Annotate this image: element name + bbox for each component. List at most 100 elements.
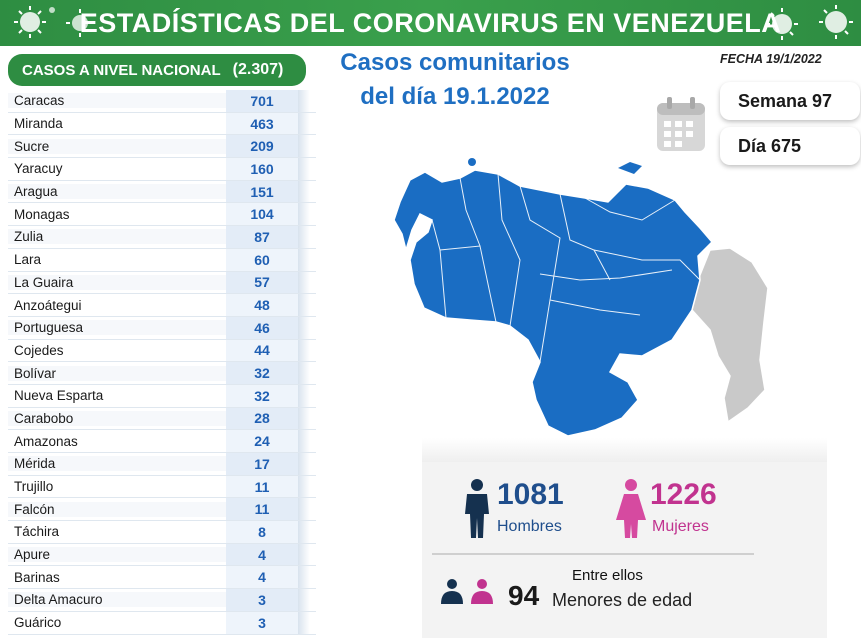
table-row: Amazonas 24 [8, 430, 316, 453]
virus-icon [8, 2, 58, 44]
state-name: Miranda [8, 116, 226, 132]
state-name: Portuguesa [8, 320, 226, 336]
state-table: Caracas 701 Miranda 463 Sucre 209 Yaracuy 160 Ar… [8, 90, 316, 635]
state-cases: 3 [226, 611, 298, 634]
header-banner: ESTADÍSTICAS DEL CORONAVIRUS EN VENEZUEL… [0, 0, 861, 46]
virus-icon [760, 4, 804, 44]
table-row: Cojedes 44 [8, 339, 316, 363]
state-cases: 4 [226, 543, 298, 566]
table-edge-shadow [298, 90, 310, 635]
state-name: Apure [8, 547, 226, 563]
state-name: Falcón [8, 501, 226, 517]
table-row: Nueva Esparta 32 [8, 384, 316, 408]
state-name: Trujillo [8, 479, 226, 495]
state-cases: 3 [226, 589, 298, 611]
table-row: Anzoátegui 48 [8, 294, 316, 317]
minors-count: 94 [508, 580, 540, 611]
state-cases: 32 [226, 384, 298, 407]
state-cases: 4 [226, 566, 298, 589]
table-row: Monagas 104 [8, 203, 316, 227]
state-name: Yaracuy [8, 161, 226, 177]
table-row: Portuguesa 46 [8, 316, 316, 340]
men-count: 1081 [497, 478, 564, 511]
stats-panel [422, 438, 827, 638]
state-name: Bolívar [8, 365, 226, 381]
table-row: Delta Amacuro 3 [8, 589, 316, 612]
state-name: Mérida [8, 456, 226, 472]
table-row: Trujillo 11 [8, 475, 316, 499]
state-name: Nueva Esparta [8, 388, 226, 404]
table-row: Bolívar 32 [8, 362, 316, 385]
day-badge: Día 675 [720, 127, 860, 165]
state-cases: 87 [226, 226, 298, 248]
date-label: FECHA 19/1/2022 [720, 52, 822, 66]
woman-icon [614, 478, 648, 545]
state-cases: 463 [226, 112, 298, 135]
stats-panel-top [422, 438, 827, 462]
state-cases: 24 [226, 430, 298, 452]
calendar-icon [655, 95, 707, 158]
minors-intro: Entre ellos [572, 567, 643, 584]
state-cases: 209 [226, 135, 298, 158]
state-cases: 160 [226, 158, 298, 180]
table-row: Yaracuy 160 [8, 158, 316, 181]
state-cases: 8 [226, 521, 298, 543]
table-row: Táchira 8 [8, 521, 316, 544]
week-badge: Semana 97 [720, 82, 860, 120]
state-cases: 104 [226, 203, 298, 226]
table-row: Caracas 701 [8, 90, 316, 113]
table-row: Lara 60 [8, 248, 316, 272]
women-count: 1226 [650, 478, 717, 511]
table-row: Zulia 87 [8, 226, 316, 249]
people-icon [438, 578, 498, 611]
state-name: Carabobo [8, 410, 226, 426]
table-row: Apure 4 [8, 543, 316, 567]
state-name: Anzoátegui [8, 297, 226, 313]
state-name: Caracas [8, 93, 226, 109]
state-cases: 32 [226, 362, 298, 384]
state-cases: 57 [226, 271, 298, 294]
state-name: Guárico [8, 615, 226, 631]
minors-label: Menores de edad [552, 590, 693, 610]
man-icon [461, 478, 493, 545]
state-name: La Guaira [8, 274, 226, 290]
men-label: Hombres [497, 518, 562, 535]
state-name: Táchira [8, 524, 226, 540]
state-cases: 701 [226, 90, 298, 112]
venezuela-map [380, 150, 780, 445]
stats-divider [432, 553, 754, 555]
subtitle: Casos comunitarios del día 19.1.2022 [330, 46, 580, 114]
page-title: ESTADÍSTICAS DEL CORONAVIRUS EN VENEZUEL… [79, 7, 782, 38]
state-cases: 48 [226, 294, 298, 316]
state-cases: 44 [226, 339, 298, 362]
state-cases: 11 [226, 475, 298, 498]
state-name: Barinas [8, 569, 226, 585]
table-row: Mérida 17 [8, 453, 316, 476]
state-name: Amazonas [8, 433, 226, 449]
table-row: La Guaira 57 [8, 271, 316, 295]
table-row: Sucre 209 [8, 135, 316, 159]
table-total: (2.307) [232, 61, 284, 78]
state-cases: 60 [226, 248, 298, 271]
state-cases: 17 [226, 453, 298, 475]
state-name: Cojedes [8, 342, 226, 358]
state-name: Zulia [8, 229, 226, 245]
state-name: Delta Amacuro [8, 592, 226, 608]
virus-icon [812, 0, 858, 44]
state-cases: 151 [226, 180, 298, 203]
state-name: Aragua [8, 184, 226, 200]
state-name: Sucre [8, 138, 226, 154]
subtitle-line2: del día 19.1.2022 [360, 83, 550, 110]
virus-icon [62, 6, 98, 40]
state-cases: 46 [226, 316, 298, 339]
women-label: Mujeres [652, 518, 709, 535]
state-cases: 11 [226, 498, 298, 521]
table-row: Aragua 151 [8, 180, 316, 204]
state-cases: 28 [226, 407, 298, 430]
state-name: Monagas [8, 206, 226, 222]
subtitle-line1: Casos comunitarios [340, 49, 570, 76]
state-name: Lara [8, 252, 226, 268]
table-row: Falcón 11 [8, 498, 316, 522]
table-row: Carabobo 28 [8, 407, 316, 431]
table-header: CASOS A NIVEL NACIONAL (2.307) [8, 54, 306, 86]
